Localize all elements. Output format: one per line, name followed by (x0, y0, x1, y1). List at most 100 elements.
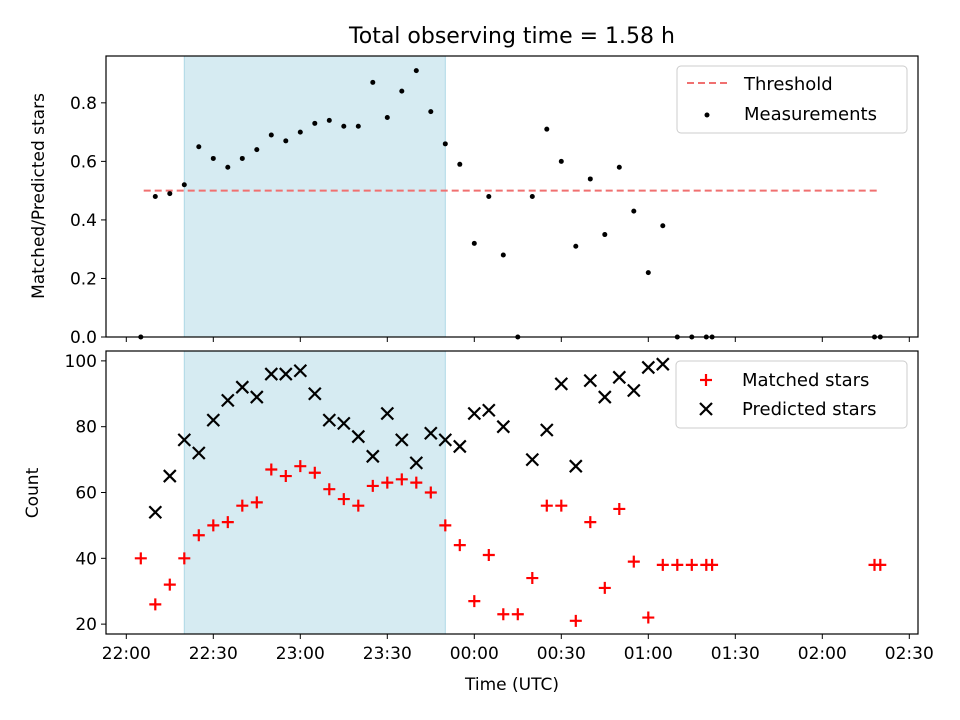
matched-star-point (642, 611, 655, 624)
predicted-star-point (438, 433, 453, 447)
x-tick-label: 00:00 (450, 644, 499, 664)
predicted-star-point (395, 433, 409, 447)
top-x-axis-ticks (125, 337, 910, 342)
measurement-point (384, 114, 390, 120)
x-tick-label: 01:30 (711, 644, 760, 664)
matched-star-point (453, 539, 466, 552)
matched-star-point (134, 552, 147, 565)
matched-star-point (337, 493, 350, 506)
predicted-star-point (641, 360, 656, 375)
bottom-panel: 20 40 60 80 100 22:00 22:30 23:00 23:30 00:00 00:… (23, 350, 934, 695)
top-y-tick-label: 0.6 (70, 152, 97, 172)
matched-star-point (366, 479, 379, 492)
matched-star-point (598, 581, 611, 594)
predicted-star-point (424, 426, 438, 441)
x-tick-label: 01:00 (624, 644, 673, 664)
measurement-point (471, 240, 477, 246)
predicted-star-point (453, 439, 467, 454)
top-y-tick-label: 0.2 (70, 269, 97, 289)
predicted-star-point (308, 387, 322, 401)
bottom-legend-box (675, 360, 908, 429)
predicted-star-point (235, 380, 250, 394)
matched-star-point (395, 473, 408, 486)
x-tick-label: 23:30 (363, 644, 412, 664)
matched-star-point (279, 470, 292, 483)
predicted-star-point (148, 505, 163, 520)
bottom-x-axis-ticks: 22:00 22:30 23:00 23:30 00:00 00:30 01:00 01:30… (102, 634, 934, 664)
predicted-star-point (337, 416, 351, 431)
top-panel: 0.00.20.40.60.8 Matched/Predicted stars … (29, 55, 919, 348)
predicted-star-point (409, 456, 424, 470)
measurement-point (312, 120, 318, 126)
matched-star-point (555, 499, 568, 512)
matched-star-point (236, 499, 249, 512)
measurement-point (486, 194, 492, 199)
measurement-point (297, 129, 303, 135)
legend-predicted-label: Predicted stars (742, 399, 876, 420)
matched-star-point (874, 558, 887, 571)
matched-star-point (656, 558, 669, 571)
matched-star-point (584, 516, 597, 529)
predicted-star-point (482, 403, 496, 418)
bottom-y-axis-label: Count (23, 467, 43, 518)
measurement-point (152, 194, 158, 199)
matched-star-point (439, 519, 452, 532)
chart-title: Total observing time = 1.58 h (348, 24, 675, 49)
measurement-point (602, 232, 608, 238)
matched-star-point (192, 529, 205, 542)
bottom-y-tick-label: 40 (75, 549, 97, 569)
predicted-star-point (206, 413, 221, 427)
measurement-point (254, 147, 260, 153)
measurement-point (399, 88, 405, 94)
legend-threshold-label: Threshold (743, 74, 833, 95)
predicted-star-point (627, 383, 641, 398)
bottom-y-tick-label: 20 (75, 615, 97, 635)
matched-star-point (468, 595, 481, 608)
measurement-point (210, 155, 216, 161)
matched-star-point (497, 608, 510, 621)
matched-star-point (569, 614, 582, 627)
bottom-y-axis-ticks: 20 40 60 80 100 (65, 352, 106, 635)
predicted-star-point (163, 469, 177, 483)
predicted-star-point (612, 370, 627, 385)
matched-star-point (671, 558, 684, 571)
matched-star-point (540, 499, 553, 512)
measurement-point (428, 109, 434, 115)
matched-star-point (250, 496, 263, 509)
top-plot-frame (105, 55, 919, 338)
matched-star-point (294, 460, 307, 473)
predicted-star-point (322, 413, 337, 427)
predicted-star-point (583, 373, 598, 388)
top-y-axis-ticks: 0.0 0.2 0.4 0.6 0.8 (70, 94, 106, 348)
predicted-star-point (293, 363, 308, 378)
matched-star-point (381, 476, 394, 489)
measurement-point (587, 176, 593, 182)
x-axis-label: Time (UTC) (464, 675, 559, 695)
measurement-point (225, 164, 231, 170)
measurement-point (181, 182, 187, 188)
measurement-point (239, 155, 245, 161)
bottom-y-tick-label: 80 (75, 418, 97, 438)
measurement-point (529, 194, 535, 199)
predicted-star-point (192, 446, 206, 460)
measurement-point (268, 132, 274, 138)
matched-star-point (163, 578, 176, 591)
matched-star-point (410, 476, 423, 489)
legend-measurements-swatch (704, 112, 710, 118)
predicted-star-point (351, 429, 366, 444)
legend-matched-label: Matched stars (742, 370, 869, 391)
predicted-star-point (467, 406, 482, 421)
predicted-star-point (279, 367, 293, 381)
measurement-point (196, 144, 202, 150)
predicted-star-point (540, 423, 554, 437)
legend-measurements-label: Measurements (744, 104, 877, 125)
measurement-point (616, 164, 622, 170)
predicted-star-point (264, 367, 279, 381)
predicted-star-point (250, 390, 264, 404)
measurement-point (660, 223, 666, 229)
bottom-legend: Matched stars Predicted stars (675, 360, 908, 429)
bottom-y-tick-label: 60 (75, 484, 97, 504)
matched-star-point (627, 555, 640, 568)
predicted-star-point (366, 449, 380, 464)
